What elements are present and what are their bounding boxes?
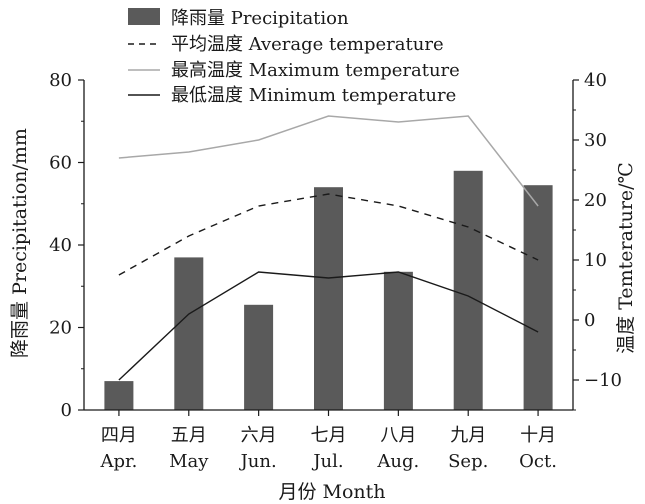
right-tick-label-1: 0 [584,310,595,331]
minimum-temperature-line [118,271,539,381]
x-tick-label-en-6: Oct. [519,451,557,472]
maximum-temperature-line [118,115,539,207]
x-tick-label-cn-5: 九月 [450,425,486,446]
x-tick-label-en-1: May [169,451,209,472]
right-tick-label-5: 40 [584,70,607,91]
x-tick-label-en-4: Aug. [376,451,419,472]
left-axis-title: 降雨量 Precipitation/mm [9,128,31,358]
x-tick-label-cn-4: 八月 [380,425,416,446]
x-tick-label-en-0: Apr. [99,451,137,472]
legend-label-precipitation: 降雨量 Precipitation [171,8,349,29]
x-tick-label-cn-1: 五月 [171,425,207,446]
x-tick-label-cn-2: 六月 [241,425,277,446]
left-axis-ticks: 0 20 40 60 80 [49,70,84,421]
precipitation-bar-1 [174,257,204,410]
x-tick-label-en-5: Sep. [448,451,488,472]
x-tick-label-cn-6: 十月 [520,425,556,446]
left-tick-label-0: 0 [61,400,72,421]
x-axis-title: 月份 Month [278,481,385,503]
x-tick-label-en-3: Jul. [311,451,343,472]
legend-label-maximum: 最高温度 Maximum temperature [171,60,460,81]
left-tick-label-3: 60 [49,153,72,174]
legend-label-minimum: 最低温度 Minimum temperature [171,85,456,106]
right-tick-label-2: 10 [584,250,607,271]
precipitation-bar-5 [453,170,483,411]
legend: 降雨量 Precipitation 平均温度 Average temperatu… [128,8,460,106]
x-tick-label-cn-3: 七月 [311,425,347,446]
right-tick-label-3: 20 [584,190,607,211]
right-tick-label-4: 30 [584,130,607,151]
left-tick-label-4: 80 [49,70,72,91]
x-axis-ticks: 四月 Apr. 五月 May 六月 Jun. 七月 Jul. 八月 Aug. 九月 Sep. 十月 Oct… [99,410,557,472]
left-tick-label-1: 20 [49,318,72,339]
right-axis-title: 温度 Temterature/℃ [615,162,637,354]
right-tick-label-0: −10 [584,370,622,391]
average-temperature-line [118,193,539,276]
left-tick-label-2: 40 [49,235,72,256]
x-tick-label-en-2: Jun. [239,451,277,472]
precipitation-bar-4 [383,271,413,410]
precipitation-bar-0 [104,381,134,410]
legend-swatch-precipitation [128,8,160,25]
right-axis-ticks: −10 0 10 20 30 40 [573,70,622,411]
precipitation-bar-2 [244,304,274,410]
legend-label-average: 平均温度 Average temperature [171,34,444,55]
precipitation-bars [104,170,553,411]
plot-area [104,115,553,411]
precipitation-bar-6 [523,185,553,410]
temperature-lines [118,115,539,381]
x-tick-label-cn-0: 四月 [101,425,137,446]
precipitation-bar-3 [314,187,343,410]
